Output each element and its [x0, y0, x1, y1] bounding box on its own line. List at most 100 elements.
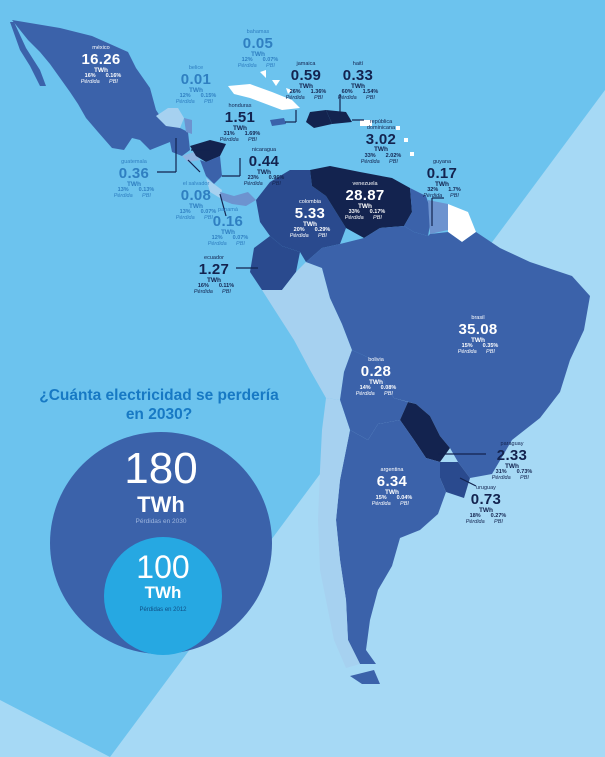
country-name: panamá: [218, 207, 238, 213]
honduras-region: [190, 140, 226, 162]
guatemala-region: [170, 128, 190, 156]
loss-stat: 18% Pérdida: [465, 513, 485, 526]
losses-2012-unit: TWh: [144, 583, 182, 602]
loss-stat: 32% Pérdida: [423, 187, 443, 200]
country-name: colombia: [298, 199, 321, 205]
stats-row: 18% Pérdida 0.27% PBI: [456, 513, 516, 526]
stats-row: 13% Pérdida 0.07% PBI: [168, 209, 224, 222]
brasil-region: [306, 226, 590, 478]
country-value: 35.08: [458, 320, 498, 338]
country-unit: TWh: [302, 220, 318, 228]
label-ecuador: ecuador 1.27 TWh 16% Pérdida 0.11% PBI: [186, 255, 242, 296]
ecuador-region: [250, 236, 300, 290]
bolivia-region: [340, 350, 408, 440]
gdp-stat: 1.54% PBI: [362, 89, 379, 102]
country-value: 0.36: [118, 164, 150, 182]
losses-2012-value: 100: [136, 549, 190, 585]
country-value: 0.73: [470, 490, 502, 508]
country-value: 0.08: [180, 186, 212, 204]
loss-stat: 60% Pérdida: [337, 89, 357, 102]
gdp-stat: 0.15% PBI: [200, 93, 217, 106]
losses-2030-unit: TWh: [137, 492, 185, 517]
gdp-stat: 0.07% PBI: [262, 57, 279, 70]
question-title: ¿Cuánta electricidad se perdería en 2030…: [28, 386, 290, 425]
stats-row: 15% Pérdida 0.04% PBI: [362, 495, 422, 508]
loss-stat: 23% Pérdida: [243, 175, 263, 188]
country-name: bahamas: [246, 29, 270, 35]
loss-stat: 16% Pérdida: [80, 73, 100, 86]
country-name: guatemala: [121, 159, 147, 165]
loss-stat: 13% Pérdida: [113, 187, 133, 200]
country-unit: TWh: [504, 462, 520, 470]
nicaragua-region: [200, 156, 222, 184]
guyana-region: [404, 188, 432, 236]
country-unit: TWh: [250, 50, 266, 58]
loss-stat: 20% Pérdida: [289, 227, 309, 240]
suriname-region: [428, 200, 448, 234]
label-nicaragua: nicaragua 0.44 TWh 23% Pérdida 0.96% PBI: [236, 147, 292, 188]
loss-stat: 12% Pérdida: [237, 57, 257, 70]
label-jamaica: jamaica 0.59 TWh 26% Pérdida 1.36% PBI: [278, 61, 334, 102]
country-name: belice: [188, 65, 204, 71]
country-value: 0.05: [242, 34, 274, 52]
country-value: 28.87: [345, 186, 385, 204]
country-name: argentina: [380, 467, 404, 473]
country-unit: TWh: [470, 336, 486, 344]
country-name: jamaica: [296, 61, 316, 67]
stats-row: 13% Pérdida 0.13% PBI: [106, 187, 162, 200]
label-republica-dominicana: república dominicana 3.02 TWh 33% Pérdida…: [350, 119, 412, 166]
country-unit: TWh: [188, 202, 204, 210]
label-el-salvador: el salvador 0.08 TWh 13% Pérdida 0.07% PBI: [168, 181, 224, 222]
bahamas-region: [260, 70, 292, 94]
label-bolivia: bolivia 0.28 TWh 14% Pérdida 0.08% PBI: [348, 357, 404, 398]
label-haiti: haití 0.33 TWh 60% Pérdida 1.54% PBI: [330, 61, 386, 102]
country-unit: TWh: [232, 124, 248, 132]
uruguay-leader: [459, 477, 477, 487]
country-unit: TWh: [478, 506, 494, 514]
stats-row: 20% Pérdida 0.29% PBI: [282, 227, 338, 240]
gdp-stat: 1.7% PBI: [448, 187, 461, 200]
label-brasil: brasil 35.08 TWh 15% Pérdida 0.35% PBI: [448, 315, 508, 356]
gdp-stat: 0.04% PBI: [396, 495, 413, 508]
label-bahamas: bahamas 0.05 TWh 12% Pérdida 0.07% PBI: [230, 29, 286, 70]
gdp-stat: 0.73% PBI: [516, 469, 533, 482]
loss-stat: 12% Pérdida: [207, 235, 227, 248]
country-unit: TWh: [434, 180, 450, 188]
country-value: 0.44: [248, 152, 280, 170]
stats-row: 15% Pérdida 0.35% PBI: [448, 343, 508, 356]
french-guiana-region: [448, 204, 476, 242]
gdp-stat: 1.69% PBI: [244, 131, 261, 144]
country-value: 0.16: [212, 212, 244, 230]
gdp-stat: 0.27% PBI: [490, 513, 507, 526]
losses-2030-caption: Pérdidas en 2030: [135, 518, 187, 525]
loss-stat: 33% Pérdida: [344, 209, 364, 222]
stats-row: 16% Pérdida 0.11% PBI: [186, 283, 242, 296]
yucatan-region: [156, 108, 184, 128]
label-belice: belice 0.01 TWh 12% Pérdida 0.15% PBI: [168, 65, 224, 106]
gdp-stat: 0.13% PBI: [138, 187, 155, 200]
label-uruguay: uruguay 0.73 TWh 18% Pérdida 0.27% PBI: [456, 485, 516, 526]
stats-row: 12% Pérdida 0.07% PBI: [200, 235, 256, 248]
country-name: el salvador: [182, 181, 210, 187]
country-unit: TWh: [220, 228, 236, 236]
country-value: 5.33: [294, 204, 326, 222]
country-name-2: dominicana: [366, 124, 396, 131]
cuba-region: [228, 84, 300, 110]
gdp-stat: 0.35% PBI: [482, 343, 499, 356]
haiti-region: [306, 110, 332, 128]
country-value: 1.51: [224, 108, 256, 126]
country-unit: TWh: [350, 82, 366, 90]
label-venezuela: venezuela 28.87 TWh 33% Pérdida 0.17% PBI: [332, 181, 398, 222]
label-honduras: honduras 1.51 TWh 31% Pérdida 1.69% PBI: [212, 103, 268, 144]
belice-region: [184, 118, 192, 134]
country-name: venezuela: [352, 181, 378, 187]
country-unit: TWh: [357, 202, 373, 210]
paraguay-region: [400, 402, 450, 462]
question-line-1: ¿Cuánta electricidad se perdería: [39, 387, 279, 404]
label-colombia: colombia 5.33 TWh 20% Pérdida 0.29% PBI: [282, 199, 338, 240]
loss-stat: 33% Pérdida: [360, 153, 380, 165]
el-salvador-leader: [187, 159, 201, 173]
loss-stat: 26% Pérdida: [285, 89, 305, 102]
country-unit: TWh: [373, 146, 389, 154]
